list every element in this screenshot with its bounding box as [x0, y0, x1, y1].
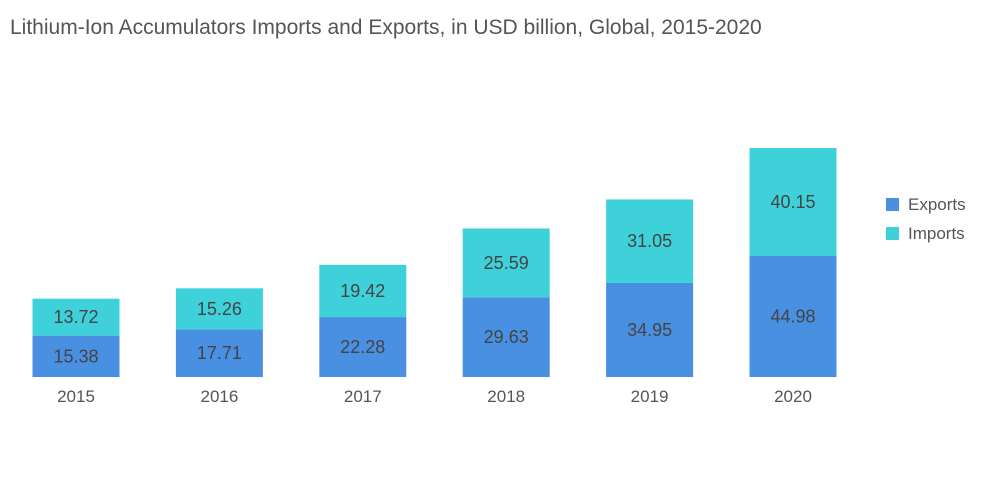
- bar-exports-2016: [175, 329, 263, 377]
- x-tick-label-2020: 2020: [774, 387, 812, 406]
- data-label-exports-2018: 29.63: [484, 327, 529, 347]
- chart-legend: Exports Imports: [886, 190, 966, 248]
- data-label-exports-2019: 34.95: [627, 320, 672, 340]
- legend-item-exports: Exports: [886, 190, 966, 219]
- x-tick-label-2016: 2016: [200, 387, 238, 406]
- x-tick-label-2015: 2015: [57, 387, 95, 406]
- legend-item-imports: Imports: [886, 219, 966, 248]
- bar-exports-2017: [319, 317, 407, 377]
- x-tick-label-2018: 2018: [487, 387, 525, 406]
- bar-exports-2020: [749, 256, 837, 377]
- bar-imports-2017: [319, 264, 407, 318]
- legend-swatch-exports: [886, 198, 899, 211]
- data-label-exports-2016: 17.71: [197, 343, 242, 363]
- bar-imports-2018: [462, 228, 550, 298]
- chart-title: Lithium-Ion Accumulators Imports and Exp…: [10, 16, 762, 39]
- x-tick-label-2019: 2019: [631, 387, 669, 406]
- data-label-imports-2020: 40.15: [770, 192, 815, 212]
- data-label-imports-2017: 19.42: [340, 281, 385, 301]
- data-label-exports-2015: 15.38: [53, 346, 98, 366]
- legend-swatch-imports: [886, 227, 899, 240]
- data-label-imports-2019: 31.05: [627, 231, 672, 251]
- legend-label-imports: Imports: [908, 223, 965, 243]
- data-label-imports-2016: 15.26: [197, 299, 242, 319]
- bar-imports-2020: [749, 148, 837, 257]
- legend-label-exports: Exports: [908, 194, 966, 214]
- bar-exports-2018: [462, 297, 550, 377]
- data-label-exports-2017: 22.28: [340, 337, 385, 357]
- x-tick-label-2017: 2017: [344, 387, 382, 406]
- bar-imports-2016: [175, 288, 263, 330]
- bar-imports-2015: [32, 298, 120, 336]
- bar-exports-2015: [32, 335, 120, 377]
- data-label-exports-2020: 44.98: [770, 307, 815, 327]
- bar-exports-2019: [606, 282, 694, 377]
- data-label-imports-2015: 13.72: [53, 307, 98, 327]
- bar-imports-2019: [606, 199, 694, 283]
- data-label-imports-2018: 25.59: [484, 253, 529, 273]
